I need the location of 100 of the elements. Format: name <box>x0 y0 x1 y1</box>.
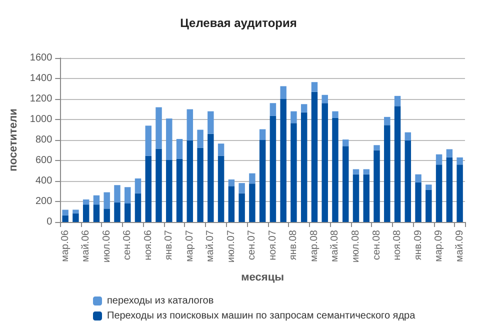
y-tick-label: 600 <box>35 155 53 166</box>
x-axis-title: месяцы <box>241 272 284 284</box>
bar <box>290 111 297 124</box>
y-tick-label: 0 <box>46 216 53 228</box>
x-tick-label: май.09 <box>454 230 466 262</box>
bar <box>238 193 245 222</box>
bar <box>166 160 172 222</box>
legend-label: Переходы из поисковых машин по запросам семантического ядра <box>107 310 416 322</box>
bar <box>145 156 152 222</box>
bar <box>436 164 442 222</box>
x-tick-label: мар.06 <box>60 230 71 262</box>
bar <box>342 146 349 222</box>
x-tick-label: май.07 <box>205 230 216 262</box>
y-tick-label: 200 <box>35 196 53 207</box>
x-tick-label: сен.07 <box>246 230 258 260</box>
x-tick-label: сен.06 <box>122 230 134 260</box>
bar <box>363 169 370 174</box>
bar <box>426 184 432 190</box>
bar <box>218 144 224 156</box>
bar <box>456 164 463 222</box>
bar <box>249 184 256 222</box>
x-tick-label: янв.07 <box>164 230 175 260</box>
bar <box>352 174 360 222</box>
x-tick-label: июл.06 <box>101 230 112 263</box>
bar <box>197 130 204 148</box>
bar <box>176 138 183 159</box>
bar <box>300 112 308 222</box>
bar <box>322 103 328 222</box>
bar <box>404 132 412 141</box>
bar <box>384 116 390 126</box>
bar <box>322 94 328 104</box>
bar <box>197 148 204 222</box>
legend-label: переходы из каталогов <box>107 296 214 306</box>
bar <box>124 204 131 222</box>
bar <box>166 118 172 160</box>
bar <box>114 185 120 203</box>
bar <box>156 148 162 222</box>
bar <box>228 186 235 222</box>
bar <box>72 210 79 214</box>
bar <box>404 140 412 222</box>
bar <box>145 126 152 156</box>
x-tick-label: июл.08 <box>350 230 362 263</box>
x-tick-label: май.08 <box>330 230 341 262</box>
bar <box>415 174 422 183</box>
bar <box>156 107 162 149</box>
y-tick-label: 1200 <box>30 94 53 104</box>
bar <box>176 158 183 222</box>
bar <box>332 111 338 118</box>
x-tick-label: мар.08 <box>308 230 320 262</box>
bar <box>456 157 463 165</box>
bar <box>104 208 110 222</box>
x-tick-label: сен.08 <box>371 230 382 260</box>
bar <box>114 202 120 222</box>
x-tick-label: ноя.07 <box>267 230 278 260</box>
bar <box>394 106 401 222</box>
bar <box>446 149 453 158</box>
bar <box>186 109 194 141</box>
y-tick-label: 800 <box>35 134 53 146</box>
x-tick-label: мар.07 <box>184 230 196 262</box>
bar <box>446 157 453 222</box>
bar <box>436 154 442 165</box>
bar <box>332 118 338 222</box>
bar <box>352 169 360 174</box>
bar <box>415 182 422 222</box>
bar <box>342 139 349 146</box>
bar <box>384 125 390 222</box>
x-tick-label: май.06 <box>80 230 92 262</box>
bar <box>62 215 68 222</box>
x-tick-label: ноя.06 <box>142 230 154 260</box>
bar <box>249 173 256 184</box>
bar <box>238 183 245 194</box>
bar <box>311 92 318 222</box>
x-tick-label: янв.09 <box>412 230 424 260</box>
bar <box>280 86 286 99</box>
bar <box>290 123 297 222</box>
bar <box>228 179 235 186</box>
bar <box>311 82 318 92</box>
bar <box>218 156 224 222</box>
bar <box>93 195 100 205</box>
bar <box>72 213 79 222</box>
bar <box>82 199 90 205</box>
y-tick-label: 1400 <box>30 73 53 84</box>
bar <box>134 178 142 194</box>
bar <box>300 104 308 112</box>
bar <box>259 140 266 222</box>
bar <box>280 99 286 222</box>
x-tick-label: ноя.08 <box>392 230 404 260</box>
y-tick-label: 1000 <box>30 114 53 125</box>
bar <box>208 111 214 134</box>
bar <box>259 129 266 140</box>
bar <box>62 210 68 216</box>
x-tick-label: мар.09 <box>434 230 445 262</box>
bar <box>374 145 380 150</box>
y-tick-label: 1600 <box>30 52 53 64</box>
bar <box>270 116 276 222</box>
bar <box>426 190 432 222</box>
bar <box>186 140 194 222</box>
x-tick-label: янв.08 <box>288 230 300 260</box>
bar <box>82 204 90 222</box>
bar <box>124 187 131 204</box>
